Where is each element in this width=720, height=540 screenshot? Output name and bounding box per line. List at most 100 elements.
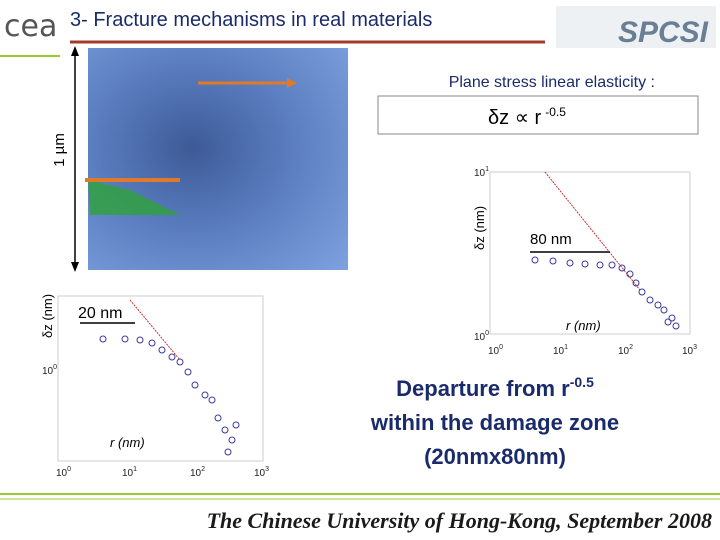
annotation: 20 nm	[78, 305, 122, 322]
text-part: 10	[488, 346, 500, 357]
scale-arrow	[71, 46, 79, 56]
data-point	[168, 353, 176, 361]
x-tick-label: 100	[56, 466, 71, 479]
y-tick-label: 100	[42, 364, 57, 377]
data-point	[214, 414, 222, 422]
plot-frame	[57, 295, 264, 462]
data-point	[191, 381, 199, 389]
brand: SPCSI	[618, 16, 709, 49]
conclusion-line: Departure from r-0.5	[396, 374, 594, 401]
data-point	[549, 257, 557, 265]
data-point	[158, 346, 166, 354]
text-part: 10	[553, 346, 565, 357]
plot-frame	[489, 171, 691, 335]
crack	[88, 180, 180, 215]
logo: cea	[4, 9, 57, 44]
data-point	[121, 335, 129, 343]
data-point	[608, 261, 616, 269]
plot: δz (nm) 20 nm r (nm) 100 100 101 102 103	[40, 294, 269, 479]
data-point	[232, 421, 240, 429]
data-point	[228, 436, 236, 444]
data-point	[632, 279, 640, 287]
data-point	[176, 358, 184, 366]
text-part: 1	[133, 466, 137, 473]
text-part: 3	[693, 344, 697, 351]
annotation: 80 nm	[530, 231, 572, 248]
text-part: 1	[485, 166, 489, 173]
text-part: 0	[499, 344, 503, 351]
x-label: r (nm)	[566, 318, 601, 333]
data-point	[660, 306, 668, 314]
text-part: 10	[474, 168, 486, 179]
brand-box	[556, 6, 716, 48]
text-part: 0	[53, 364, 57, 371]
text-part: 10	[42, 366, 54, 377]
text-part: -0.5	[545, 105, 566, 119]
scale-label: 1 µm	[51, 133, 68, 167]
fit-line	[129, 299, 181, 361]
x-tick-label: 100	[488, 344, 503, 357]
data-point	[668, 314, 676, 322]
text-part: 0	[67, 466, 71, 473]
data-point	[566, 259, 574, 267]
text-part: 10	[474, 332, 486, 343]
data-point	[531, 256, 539, 264]
afm-image	[88, 48, 348, 270]
text-part: 10	[618, 346, 630, 357]
data-point	[581, 260, 589, 268]
arrow-head	[287, 78, 297, 88]
y-tick-label: 100	[474, 330, 489, 343]
text-part: 10	[190, 468, 202, 479]
text-part: 10	[254, 468, 266, 479]
scatter	[531, 256, 680, 330]
x-tick-label: 102	[618, 344, 633, 357]
x-tick-label: 103	[682, 344, 697, 357]
data-point	[672, 322, 680, 330]
model-caption: Plane stress linear elasticity :	[449, 74, 655, 91]
scatter	[99, 335, 240, 456]
data-point	[654, 301, 662, 309]
data-point	[201, 391, 209, 399]
data-point	[646, 296, 654, 304]
text-part: 3	[265, 466, 269, 473]
formula: δz ∝ r -0.5	[488, 105, 566, 129]
data-point	[626, 270, 634, 278]
data-point	[618, 264, 626, 272]
text-part: 10	[682, 346, 694, 357]
data-point	[224, 448, 232, 456]
data-point	[99, 335, 107, 343]
y-label: δz (nm)	[40, 294, 55, 338]
text-part: 1	[564, 344, 568, 351]
x-tick-label: 101	[553, 344, 568, 357]
text-part: 2	[201, 466, 205, 473]
data-point	[136, 336, 144, 344]
title: 3- Fracture mechanisms in real materials	[70, 9, 432, 31]
data-point	[638, 288, 646, 296]
plot: δz (nm) 80 nm r (nm) 101 100 100 101 102…	[472, 166, 697, 357]
data-point	[208, 396, 216, 404]
text-part: 0	[485, 330, 489, 337]
data-point	[184, 368, 192, 376]
conclusion-line: within the damage zone	[370, 410, 619, 435]
conclusion: Departure from r-0.5 within the damage z…	[370, 374, 619, 469]
x-tick-label: 101	[122, 466, 137, 479]
data-point	[664, 318, 672, 326]
x-label: r (nm)	[110, 435, 145, 450]
scale-arrow	[71, 262, 79, 272]
text-part: 10	[122, 468, 134, 479]
data-point	[221, 426, 229, 434]
text-part: -0.5	[570, 374, 594, 390]
footer: The Chinese University of Hong-Kong, Sep…	[207, 508, 712, 533]
y-tick-label: 101	[474, 166, 489, 179]
conclusion-line: (20nmx80nm)	[424, 444, 566, 469]
data-point	[148, 339, 156, 347]
text-part: δz ∝ r	[488, 107, 542, 129]
x-tick-label: 102	[190, 466, 205, 479]
text-part: 2	[629, 344, 633, 351]
formula-box	[377, 95, 699, 135]
text-part: Departure from r	[396, 376, 570, 401]
x-tick-label: 103	[254, 466, 269, 479]
data-point	[596, 261, 604, 269]
text-part: 10	[56, 468, 68, 479]
